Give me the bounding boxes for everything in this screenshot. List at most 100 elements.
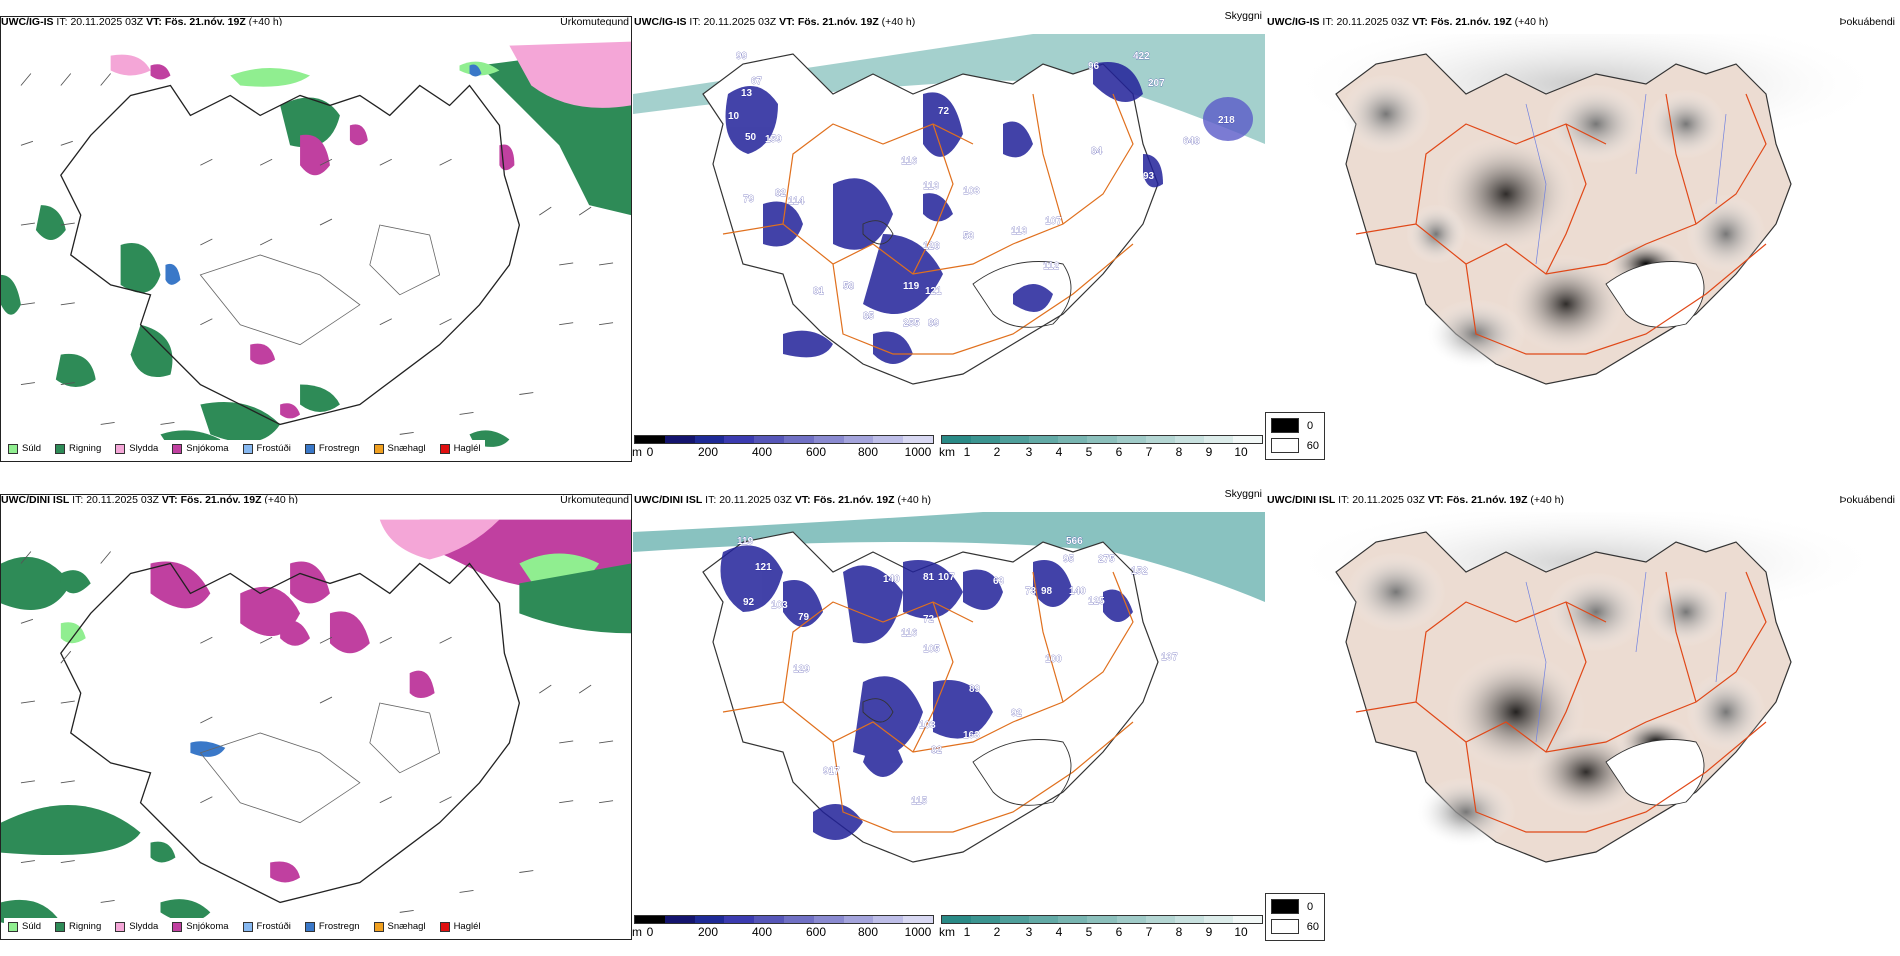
height-unit: m bbox=[632, 445, 642, 459]
legend-swatch bbox=[439, 443, 450, 454]
legend-swatch bbox=[172, 921, 183, 932]
vis-label: 81 bbox=[813, 286, 825, 297]
vis-label: 119 bbox=[903, 281, 920, 292]
legend-swatch bbox=[8, 443, 18, 454]
vis-label: 116 bbox=[901, 156, 918, 167]
vis-label: 10 bbox=[728, 111, 740, 122]
vis-label: 95 bbox=[1063, 554, 1075, 565]
vis-label: 72 bbox=[938, 106, 950, 117]
vis-label: 82 bbox=[775, 188, 787, 199]
vis-label: 255 bbox=[903, 318, 920, 329]
visibility-bar bbox=[941, 435, 1263, 444]
legend-item-snaehagl: Snæhagl bbox=[373, 921, 426, 932]
vis-tick: 7 bbox=[1145, 445, 1153, 459]
vis-label: 81 bbox=[923, 572, 935, 583]
vis-label: 121 bbox=[755, 562, 772, 573]
height-tick: 0 bbox=[646, 445, 654, 459]
panel-title: Þokuábendi bbox=[1839, 494, 1895, 506]
panel-info: UWC/IG-IS IT: 20.11.2025 03Z VT: Fös. 21… bbox=[634, 16, 916, 28]
panel-title: Skyggni bbox=[1224, 488, 1262, 500]
legend-swatch bbox=[304, 443, 315, 454]
panel-header: UWC/DINI ISL IT: 20.11.2025 03Z VT: Fös.… bbox=[0, 478, 633, 506]
vis-label: 113 bbox=[1011, 226, 1028, 237]
vis-label: 116 bbox=[901, 628, 918, 639]
vis-label: 103 bbox=[963, 186, 980, 197]
panel-visibility-row1: UWC/DINI ISL IT: 20.11.2025 03Z VT: Fös.… bbox=[633, 478, 1266, 956]
panel-precip-type-row0: UWC/IG-IS IT: 20.11.2025 03Z VT: Fös. 21… bbox=[0, 0, 633, 478]
visibility-map: 119 121 92 103 79 140 81 107 63 73 98 95… bbox=[633, 512, 1265, 863]
vis-label: 92 bbox=[743, 597, 755, 608]
vis-label: 67 bbox=[751, 76, 763, 87]
panel-info: UWC/DINI ISL IT: 20.11.2025 03Z VT: Fös.… bbox=[1267, 494, 1564, 506]
visibility-colorbar-row1: km 1 2 3 4 5 6 7 8 9 10 bbox=[939, 915, 1263, 955]
fog-legend-item: 60 bbox=[1271, 438, 1319, 453]
vis-label: 105 bbox=[923, 644, 940, 655]
panel-info: UWC/IG-IS IT: 20.11.2025 03Z VT: Fös. 21… bbox=[1, 16, 283, 28]
vis-label: 73 bbox=[1025, 586, 1037, 597]
vis-label: 140 bbox=[1069, 586, 1086, 597]
legend-swatch bbox=[1271, 899, 1299, 914]
vis-label: 114 bbox=[788, 196, 805, 207]
vis-label: 89 bbox=[928, 318, 940, 329]
precip-type-map bbox=[0, 494, 632, 940]
vis-label: 163 bbox=[963, 730, 980, 741]
legend-item-snjokoma: Snjókoma bbox=[172, 443, 229, 454]
vis-tick: 3 bbox=[1025, 445, 1033, 459]
vis-label: 128 bbox=[923, 241, 940, 252]
height-tick: 600 bbox=[805, 925, 827, 939]
height-tick: 200 bbox=[697, 445, 719, 459]
vis-tick: 1 bbox=[963, 925, 971, 939]
height-unit: m bbox=[632, 925, 642, 939]
visibility-ticks: 1 2 3 4 5 6 7 8 9 10 bbox=[941, 924, 1263, 939]
vis-label: 566 bbox=[1066, 536, 1083, 547]
vis-tick: 10 bbox=[1234, 445, 1248, 459]
legend-item-sudd: Súld bbox=[8, 921, 41, 932]
vis-tick: 3 bbox=[1025, 925, 1033, 939]
panel-title: Úrkomutegund bbox=[560, 16, 629, 28]
fog-map bbox=[1286, 512, 1886, 863]
vis-label: 113 bbox=[923, 181, 940, 192]
vis-label: 119 bbox=[737, 536, 754, 547]
panel-header: UWC/IG-IS IT: 20.11.2025 03Z VT: Fös. 21… bbox=[0, 0, 633, 28]
vis-label: 82 bbox=[931, 745, 943, 756]
vis-tick: 5 bbox=[1085, 925, 1093, 939]
vis-label: 92 bbox=[1011, 708, 1023, 719]
height-tick: 400 bbox=[751, 925, 773, 939]
vis-label: 107 bbox=[1045, 216, 1062, 227]
panel-precip-type-row1: UWC/DINI ISL IT: 20.11.2025 03Z VT: Fös.… bbox=[0, 478, 633, 956]
vis-label: 103 bbox=[771, 600, 788, 611]
vis-label: 218 bbox=[1218, 115, 1235, 126]
height-tick: 0 bbox=[646, 925, 654, 939]
height-colorbar-row1: m 0 200 400 600 800 1000 bbox=[632, 915, 934, 955]
vis-label: 13 bbox=[741, 88, 753, 99]
legend-item-snaehagl: Snæhagl bbox=[373, 443, 426, 454]
vis-tick: 6 bbox=[1115, 445, 1123, 459]
legend-item-frostudi: Frostúði bbox=[242, 443, 291, 454]
panel-header: UWC/IG-IS IT: 20.11.2025 03Z VT: Fös. 21… bbox=[1266, 0, 1899, 28]
precip-legend: Súld Rigning Slydda Snjókoma Frostúði Fr… bbox=[4, 918, 485, 935]
legend-swatch bbox=[1271, 919, 1299, 934]
vis-label: 93 bbox=[1143, 171, 1155, 182]
vis-tick: 4 bbox=[1055, 445, 1063, 459]
vis-label: 152 bbox=[1131, 566, 1148, 577]
vis-tick: 1 bbox=[963, 445, 971, 459]
panel-header: UWC/DINI ISL IT: 20.11.2025 03Z VT: Fös.… bbox=[1266, 478, 1899, 506]
legend-swatch bbox=[172, 443, 183, 454]
legend-swatch bbox=[115, 921, 126, 932]
vis-label: 96 bbox=[1088, 61, 1100, 72]
vis-tick: 7 bbox=[1145, 925, 1153, 939]
vis-tick: 6 bbox=[1115, 925, 1123, 939]
vis-label: 89 bbox=[969, 684, 981, 695]
vis-label: 275 bbox=[1098, 554, 1115, 565]
fog-legend-item: 0 bbox=[1271, 899, 1319, 914]
height-ticks: 0 200 400 600 800 1000 bbox=[634, 444, 934, 459]
legend-item-slydda: Slydda bbox=[115, 921, 158, 932]
height-ticks: 0 200 400 600 800 1000 bbox=[634, 924, 934, 939]
visibility-values: 119 121 92 103 79 140 81 107 63 73 98 95… bbox=[737, 536, 1179, 807]
height-tick: 600 bbox=[805, 445, 827, 459]
fog-legend-item: 0 bbox=[1271, 418, 1319, 433]
visibility-bar bbox=[941, 915, 1263, 924]
height-tick: 1000 bbox=[904, 445, 932, 459]
vis-label: 98 bbox=[1041, 586, 1053, 597]
panel-visibility-row0: UWC/IG-IS IT: 20.11.2025 03Z VT: Fös. 21… bbox=[633, 0, 1266, 478]
